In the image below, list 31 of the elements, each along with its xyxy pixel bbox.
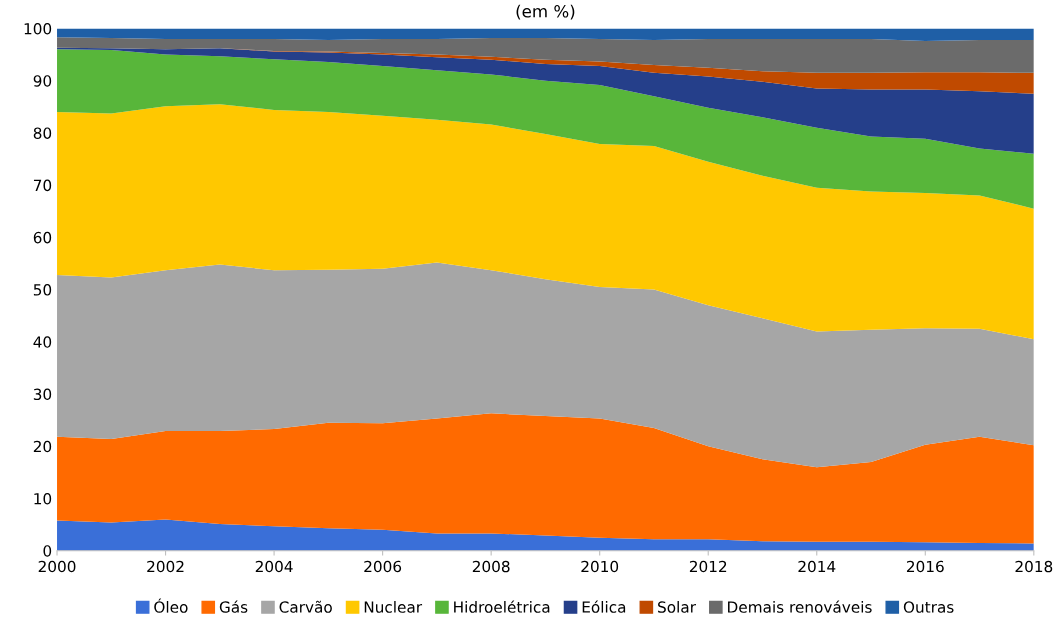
x-tick-label: 2002 (147, 560, 184, 573)
y-tick-label: 100 (24, 22, 52, 35)
legend-label: Nuclear (364, 601, 423, 613)
y-tick-label: 60 (33, 231, 52, 244)
legend-label: Óleo (154, 598, 188, 613)
legend-label: Gás (219, 600, 248, 613)
legend-label: Outras (903, 601, 954, 613)
chart-title: (em %) (516, 4, 575, 20)
legend-label: Carvão (279, 600, 332, 613)
y-tick-label: 90 (33, 75, 52, 87)
legend-label: Solar (658, 601, 696, 613)
x-tick-label: 2016 (906, 560, 944, 573)
y-tick-label: 30 (33, 388, 52, 401)
y-tick-label: 70 (33, 179, 52, 192)
y-tick-label: 80 (33, 127, 52, 139)
y-tick-label: 40 (33, 336, 52, 348)
y-tick-label: 0 (43, 545, 52, 557)
x-tick-label: 2014 (798, 560, 836, 573)
y-tick-label: 10 (34, 492, 52, 505)
x-tick-label: 2008 (472, 560, 510, 573)
x-tick-label: 2018 (1015, 560, 1053, 573)
x-tick-label: 2012 (689, 560, 727, 573)
x-tick-label: 2004 (255, 560, 293, 573)
legend-label: Eólica (582, 600, 626, 613)
legend-label: Hidroelétrica (454, 600, 550, 613)
x-tick-label: 2006 (364, 560, 402, 573)
x-tick-label: 2010 (581, 560, 619, 573)
y-tick-label: 20 (33, 440, 52, 453)
legend-label: Demais renováveis (728, 600, 872, 613)
y-tick-label: 50 (33, 284, 52, 296)
x-tick-label: 2000 (38, 560, 76, 573)
